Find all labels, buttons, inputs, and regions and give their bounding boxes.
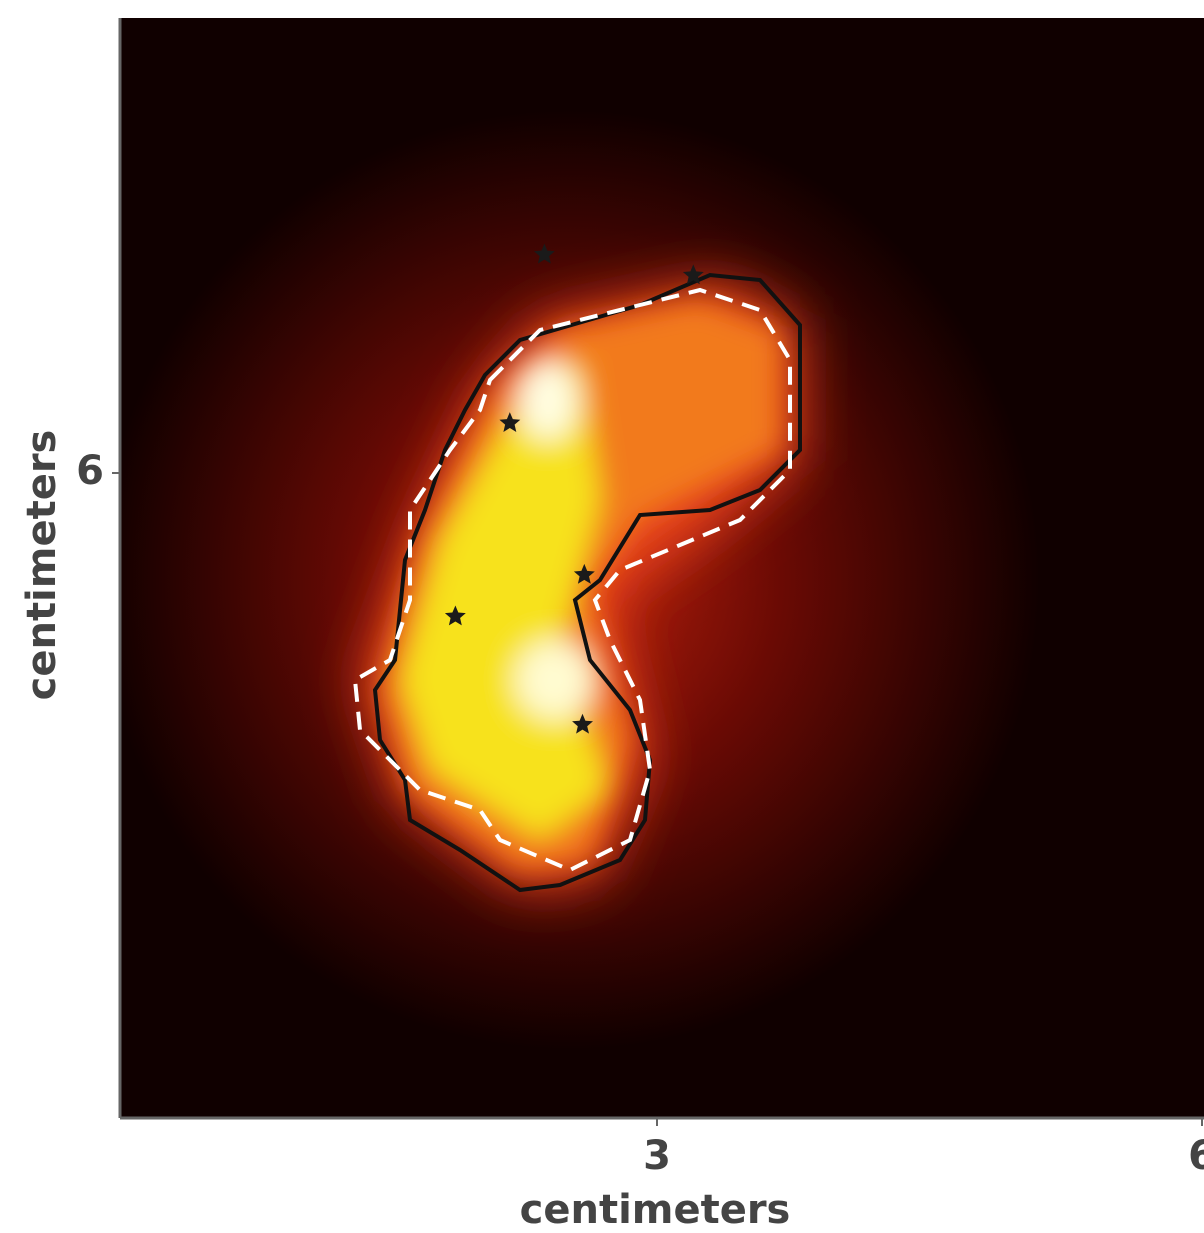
x-tick-label: 6	[1188, 1133, 1204, 1179]
y-axis-label: centimeters	[19, 430, 65, 701]
x-axis-label: centimeters	[520, 1187, 791, 1233]
y-tick-label: 6	[76, 448, 104, 494]
page: centimeters centimeters 3636 (() => { co…	[0, 0, 1204, 1233]
x-tick-label: 3	[643, 1133, 671, 1179]
heatmap	[100, 18, 1204, 1118]
chart: centimeters centimeters 3636	[0, 0, 1204, 1233]
